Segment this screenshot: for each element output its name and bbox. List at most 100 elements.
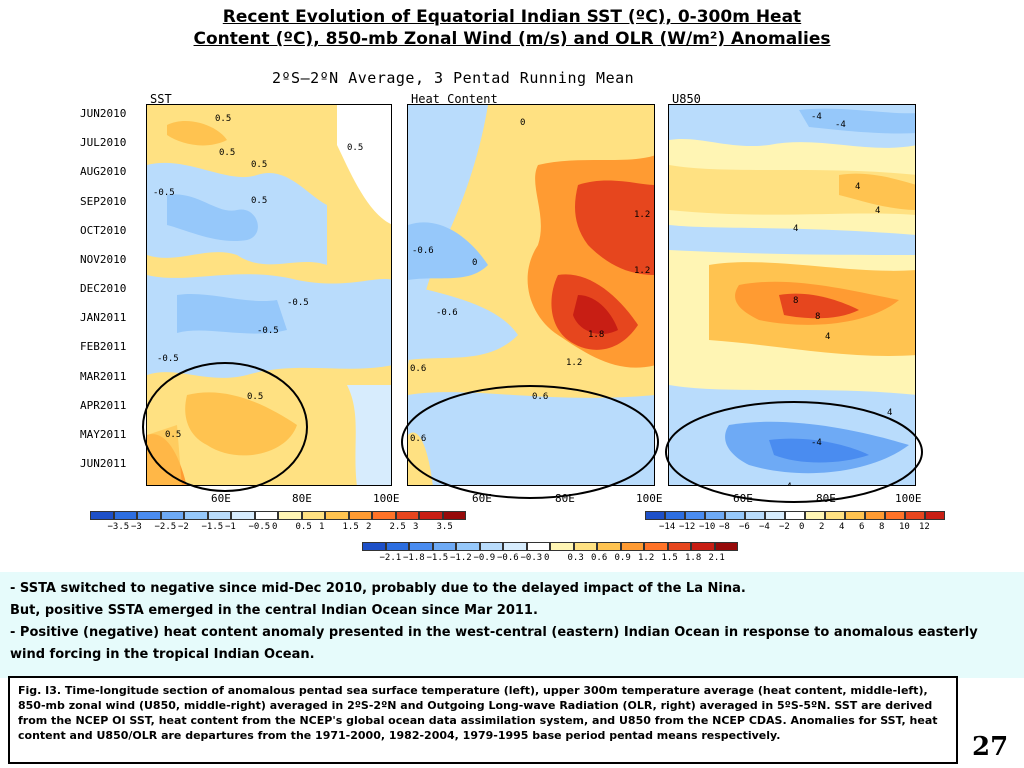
colorbar-label: 3.5 — [436, 522, 453, 532]
contour-label: 0.5 — [347, 143, 363, 153]
colorbar-label: 0.3 — [567, 553, 584, 563]
colorbar-label: −2 — [178, 522, 189, 532]
colorbar-label: −1 — [225, 522, 236, 532]
sst-panel: 0.5 0.5 0.5 0.5 0.5 -0.5 -0.5 -0.5 -0.5 … — [146, 104, 392, 486]
sst-colorbar — [90, 511, 466, 520]
contour-label: -4 — [811, 112, 822, 122]
colorbar-swatch — [503, 542, 527, 551]
contour-label: 0.5 — [165, 430, 181, 440]
colorbar-label: 8 — [879, 522, 885, 532]
colorbar-label: 2 — [366, 522, 372, 532]
y-tick-label: OCT2010 — [80, 223, 127, 237]
contour-label: 4 — [887, 408, 892, 418]
colorbar-label: −0.5 — [248, 522, 271, 532]
colorbar-swatch — [325, 511, 349, 520]
contour-label: -4 — [835, 120, 846, 130]
colorbar-label: 2.5 — [389, 522, 406, 532]
contour-label: 0.6 — [410, 364, 426, 374]
colorbar-swatch — [805, 511, 825, 520]
colorbar-swatch — [597, 542, 621, 551]
colorbar-swatch — [479, 542, 503, 551]
contour-label: 0.5 — [251, 160, 267, 170]
panel-label-sst: SST — [150, 92, 172, 106]
contour-label: 0.6 — [532, 392, 548, 402]
y-tick-label: JAN2011 — [80, 311, 127, 325]
colorbar-swatch — [372, 511, 396, 520]
colorbar-label: 1.2 — [638, 553, 655, 563]
colorbar-label: −0.6 — [497, 553, 519, 563]
contour-label: 0.5 — [247, 392, 263, 402]
x-tick-label: 100E — [895, 492, 922, 505]
colorbar-label: −8 — [719, 522, 730, 532]
colorbar-label: 10 — [899, 522, 910, 532]
contour-label: -0.5 — [287, 298, 309, 308]
colorbar-label: 0.5 — [295, 522, 312, 532]
contour-label: -0.5 — [153, 188, 175, 198]
y-tick-label: JUN2011 — [80, 457, 127, 470]
x-tick-label: 60E — [733, 492, 753, 505]
contour-label: 1.2 — [634, 266, 650, 276]
colorbar-swatch — [925, 511, 945, 520]
colorbar-swatch — [113, 511, 137, 520]
colorbar-swatch — [385, 542, 409, 551]
colorbar-swatch — [550, 542, 574, 551]
heat-heatmap: 0 0 1.2 1.2 -0.6 -0.6 1.8 1.2 0.6 0.6 0.… — [408, 105, 654, 485]
colorbar-swatch — [845, 511, 865, 520]
colorbar-swatch — [745, 511, 765, 520]
page-number: 27 — [972, 732, 1009, 762]
colorbar-label: 0 — [544, 553, 550, 563]
contour-label: 4 — [793, 224, 798, 234]
colorbar-swatch — [207, 511, 231, 520]
colorbar-label: 1.5 — [342, 522, 359, 532]
contour-label: 0.5 — [215, 114, 231, 124]
colorbar-label: −3.5 — [107, 522, 130, 532]
u850-colorbar — [645, 511, 945, 520]
contour-label: 0.6 — [410, 434, 426, 444]
colorbar-swatch — [691, 542, 715, 551]
colorbar-label: −1.5 — [426, 553, 449, 563]
page-title: Recent Evolution of Equatorial Indian SS… — [0, 6, 1024, 50]
colorbar-swatch — [395, 511, 419, 520]
colorbar-swatch — [714, 542, 738, 551]
contour-label: -0.5 — [157, 354, 179, 364]
contour-label: 8 — [793, 296, 798, 306]
colorbar-swatch — [705, 511, 725, 520]
contour-label: -0.5 — [257, 326, 279, 336]
colorbar-swatch — [301, 511, 325, 520]
colorbar-swatch — [526, 542, 550, 551]
colorbar-swatch — [348, 511, 372, 520]
contour-label: 0.5 — [251, 196, 267, 206]
colorbar-swatch — [432, 542, 456, 551]
colorbar-swatch — [665, 511, 685, 520]
contour-label: 4 — [825, 332, 830, 342]
contour-label: -4 — [811, 438, 822, 448]
chart-subtitle: 2ºS—2ºN Average, 3 Pentad Running Mean — [272, 69, 635, 87]
contour-label: 4 — [855, 182, 860, 192]
note-line-3: - Positive (negative) heat content anoma… — [10, 625, 978, 662]
contour-label: -4 — [781, 482, 792, 486]
note-line-2: But, positive SSTA emerged in the centra… — [10, 603, 538, 618]
colorbar-swatch — [644, 542, 668, 551]
colorbar-label: −1.8 — [403, 553, 425, 563]
colorbar-label: −12 — [679, 522, 696, 532]
note-line-1: - SSTA switched to negative since mid-De… — [10, 581, 746, 596]
highlight-ellipse — [665, 401, 923, 503]
contour-label: 0 — [472, 258, 477, 268]
colorbar-label: −1.5 — [201, 522, 224, 532]
y-tick-label: JUN2010 — [80, 107, 127, 120]
colorbar-swatch — [620, 542, 644, 551]
colorbar-label: 0.9 — [614, 553, 631, 563]
colorbar-swatch — [825, 511, 845, 520]
y-tick-label: SEP2010 — [80, 194, 127, 208]
colorbar-swatch — [573, 542, 597, 551]
x-tick-label: 100E — [636, 492, 663, 505]
colorbar-label: −2.1 — [379, 553, 402, 563]
contour-label: -0.6 — [436, 308, 458, 318]
colorbar-swatch — [725, 511, 745, 520]
title-line-1: Recent Evolution of Equatorial Indian SS… — [222, 7, 802, 27]
colorbar-swatch — [785, 511, 805, 520]
colorbar-label: 1.8 — [685, 553, 702, 563]
colorbar-label: −2.5 — [154, 522, 177, 532]
highlight-ellipse — [142, 362, 308, 492]
colorbar-swatch — [685, 511, 705, 520]
